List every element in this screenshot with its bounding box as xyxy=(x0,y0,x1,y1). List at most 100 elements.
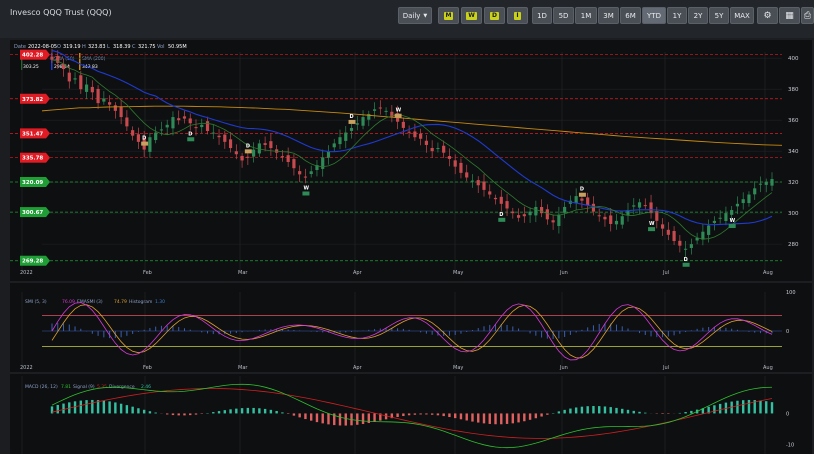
x-tick-label: Jul xyxy=(662,270,669,276)
signal-marker: D xyxy=(684,257,688,263)
candle-body xyxy=(361,117,365,126)
candle-body xyxy=(240,155,244,161)
x-tick-label: Jun xyxy=(559,365,568,371)
x-tick-label: Jun xyxy=(559,270,568,276)
smi-histogram-bar xyxy=(431,331,433,335)
smi-histogram-bar xyxy=(379,328,381,331)
save-icon[interactable]: ▦ xyxy=(779,7,800,24)
macd-divergence-bar xyxy=(189,413,192,416)
range-1y-button[interactable]: 1Y xyxy=(667,7,687,24)
range-ytd-button[interactable]: YTD xyxy=(642,7,666,24)
macd-divergence-bar xyxy=(477,413,480,423)
price-level-label: 269.28 xyxy=(22,259,43,265)
macd-divergence-bar xyxy=(367,413,370,424)
candle-body xyxy=(102,98,106,102)
macd-divergence-bar xyxy=(718,403,722,414)
range-6m-button[interactable]: 6M xyxy=(620,7,641,24)
range-3m-button[interactable]: 3M xyxy=(598,7,619,24)
smi-tick-label: 100 xyxy=(786,290,796,296)
chart-area[interactable]: Date 2022-08-05 O 319.19 H 323.83 L 318.… xyxy=(10,40,812,454)
settings-icon[interactable]: ⚙ xyxy=(757,7,778,24)
divergence-legend-label: Divergence xyxy=(109,384,135,390)
range-2y-button[interactable]: 2Y xyxy=(688,7,708,24)
range-5d-button[interactable]: 5D xyxy=(553,7,574,24)
candle-body xyxy=(730,210,734,215)
interval-dropdown[interactable]: Daily ▼ xyxy=(398,7,432,24)
date-value: 2022-08-05 xyxy=(28,44,57,50)
print-icon[interactable]: ⎙ xyxy=(801,7,814,24)
macd-divergence-bar xyxy=(644,412,647,414)
candle-body xyxy=(309,171,313,175)
macd-divergence-bar xyxy=(523,413,526,422)
price-level-badge xyxy=(20,207,46,218)
candle-body xyxy=(257,143,261,154)
smi-pane: SMI (5, 3) 76.09 EMASMI (3) 74.79 Histog… xyxy=(20,290,796,371)
range-max-button[interactable]: MAX xyxy=(730,7,754,24)
candle-body xyxy=(292,159,296,169)
freq-daily-button[interactable]: D xyxy=(484,7,505,24)
candle-body xyxy=(413,131,417,138)
sma200-legend-swatch xyxy=(79,53,81,70)
smi-histogram-bar xyxy=(178,326,180,331)
macd-divergence-bar xyxy=(281,412,284,414)
candle-body xyxy=(701,231,705,240)
smi-histogram-bar xyxy=(535,331,537,336)
candle-body xyxy=(194,127,198,129)
smi-histogram-bar xyxy=(489,324,491,331)
signal-marker: D xyxy=(188,131,192,137)
histogram-legend-label: Histogram xyxy=(129,299,152,305)
smi-histogram-bar xyxy=(443,331,445,336)
macd-divergence-bar xyxy=(96,400,100,414)
close-value: 321.75 xyxy=(138,44,156,50)
candle-body xyxy=(764,182,768,185)
macd-divergence-bar xyxy=(212,412,215,414)
smi-histogram-bar xyxy=(351,331,353,332)
signal-marker-tag xyxy=(394,113,402,118)
signal-legend-value: 5.35 xyxy=(97,384,107,390)
candle-body xyxy=(372,109,377,111)
macd-divergence-bar xyxy=(142,409,146,414)
smi-histogram-bar xyxy=(685,331,687,333)
candle-body xyxy=(217,135,221,138)
macd-divergence-bar xyxy=(373,413,376,422)
sma20-value: 303.25 xyxy=(23,64,39,70)
macd-divergence-bar xyxy=(275,411,278,414)
macd-divergence-bar xyxy=(50,406,54,414)
macd-divergence-bar xyxy=(119,403,123,414)
smi-histogram-bar xyxy=(368,329,370,331)
smi-histogram-bar xyxy=(264,329,266,331)
x-tick-label: 2022 xyxy=(20,270,33,276)
freq-monthly-button[interactable]: M xyxy=(438,7,459,24)
y-tick-label: 340 xyxy=(788,149,799,155)
candle-body xyxy=(511,211,515,214)
macd-divergence-bar xyxy=(459,413,463,420)
candle-body xyxy=(211,132,215,134)
range-1m-button[interactable]: 1M xyxy=(575,7,597,24)
macd-divergence-bar xyxy=(379,413,382,421)
smi-histogram-bar xyxy=(299,330,301,331)
smi-histogram-bar xyxy=(696,328,698,331)
freq-intraday-button[interactable]: I xyxy=(507,7,528,24)
smi-histogram-bar xyxy=(471,330,473,331)
candle-body xyxy=(384,110,388,112)
smi-histogram-bar xyxy=(155,326,157,331)
candle-body xyxy=(56,55,60,63)
x-tick-label: May xyxy=(453,270,463,276)
candle-body xyxy=(61,63,66,70)
freq-weekly-button[interactable]: W xyxy=(461,7,482,24)
smi-histogram-bar xyxy=(615,324,617,331)
price-level-badge xyxy=(20,49,46,60)
candle-body xyxy=(269,141,273,149)
smi-histogram-bar xyxy=(310,331,312,332)
candle-body xyxy=(493,197,498,200)
smi-histogram-bar xyxy=(212,331,214,335)
macd-divergence-bar xyxy=(183,413,186,416)
smi-histogram-bar xyxy=(183,328,185,331)
smi-histogram-bar xyxy=(397,328,399,331)
candle-body xyxy=(505,201,509,209)
range-5y-button[interactable]: 5Y xyxy=(709,7,729,24)
x-tick-label: Apr xyxy=(353,270,363,276)
range-1d-button[interactable]: 1D xyxy=(532,7,552,24)
candle-body xyxy=(113,105,117,111)
macd-divergence-bar xyxy=(137,408,140,414)
